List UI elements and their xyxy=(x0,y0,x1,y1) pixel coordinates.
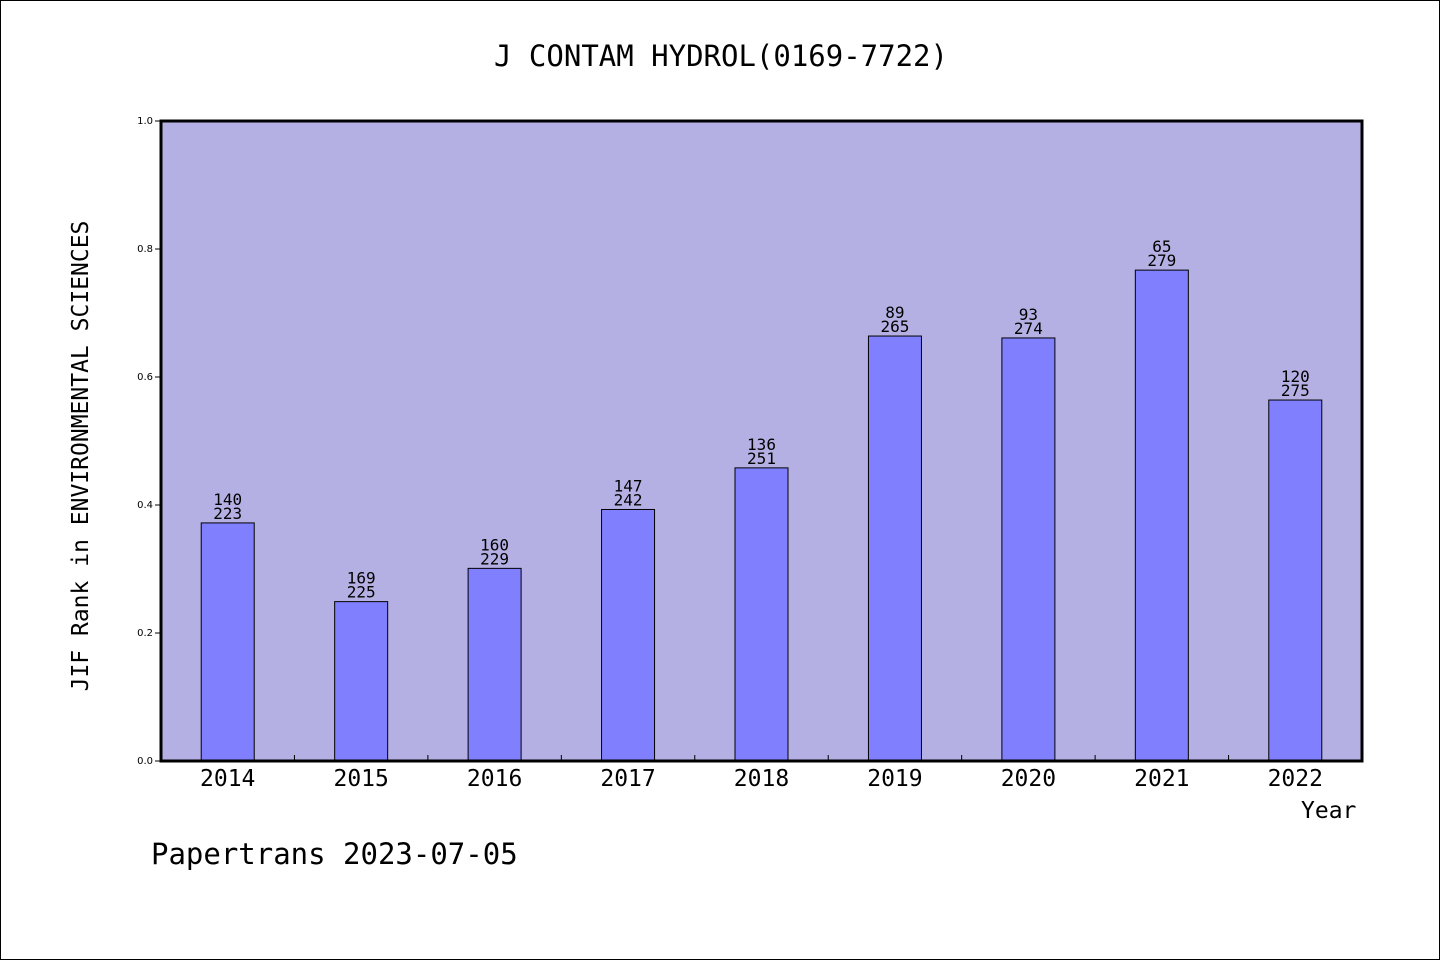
bar-total-label: 279 xyxy=(1147,251,1176,270)
bar-2018 xyxy=(734,467,789,762)
bar-2019 xyxy=(867,335,922,762)
x-tick-label: 2018 xyxy=(734,766,789,792)
bar-rank-label: 120 xyxy=(1281,367,1310,386)
bar-rank-label: 147 xyxy=(614,476,643,495)
bar-2022 xyxy=(1268,399,1323,762)
bar-rank-label: 93 xyxy=(1019,305,1038,324)
x-axis-label: Year xyxy=(1301,798,1357,824)
bar-rank-label: 140 xyxy=(213,490,242,509)
bar-2014 xyxy=(200,522,255,762)
y-tick-label: 0.8 xyxy=(137,244,153,255)
bar-total-label: 223 xyxy=(213,504,242,523)
x-tick-label: 2020 xyxy=(1001,766,1056,792)
bar-total-label: 242 xyxy=(614,490,643,509)
y-tick-label: 0.6 xyxy=(137,372,153,383)
y-tick-label: 0.4 xyxy=(137,500,153,511)
bar-2015 xyxy=(334,601,389,762)
x-tick-label: 2014 xyxy=(200,766,255,792)
y-tick-label: 0.0 xyxy=(137,756,153,767)
bar-2016 xyxy=(467,567,522,762)
x-tick-label: 2019 xyxy=(867,766,922,792)
bar-2020 xyxy=(1001,337,1056,762)
x-tick-label: 2021 xyxy=(1134,766,1189,792)
bar-total-label: 265 xyxy=(880,317,909,336)
y-tick-label: 1.0 xyxy=(137,116,153,127)
chart-title: J CONTAM HYDROL(0169-7722) xyxy=(494,39,948,73)
bar-total-label: 225 xyxy=(347,583,376,602)
bar-2021 xyxy=(1134,269,1189,762)
bar-rank-label: 65 xyxy=(1152,237,1171,256)
x-tick-label: 2016 xyxy=(467,766,522,792)
x-tick-label: 2017 xyxy=(600,766,655,792)
bar-2017 xyxy=(601,508,656,762)
x-tick-label: 2015 xyxy=(333,766,388,792)
bar-rank-label: 160 xyxy=(480,535,509,554)
plot-frame xyxy=(159,119,1364,763)
bar-rank-label: 169 xyxy=(347,569,376,588)
bar-rank-label: 136 xyxy=(747,435,776,454)
y-tick-label: 0.2 xyxy=(137,628,153,639)
bar-rank-label: 89 xyxy=(885,303,904,322)
bar-total-label: 251 xyxy=(747,449,776,468)
bar-total-label: 229 xyxy=(480,549,509,568)
bar-total-label: 274 xyxy=(1014,319,1043,338)
x-tick-label: 2022 xyxy=(1268,766,1323,792)
bar-total-label: 275 xyxy=(1281,381,1310,400)
footer-text: Papertrans 2023-07-05 xyxy=(151,837,518,871)
